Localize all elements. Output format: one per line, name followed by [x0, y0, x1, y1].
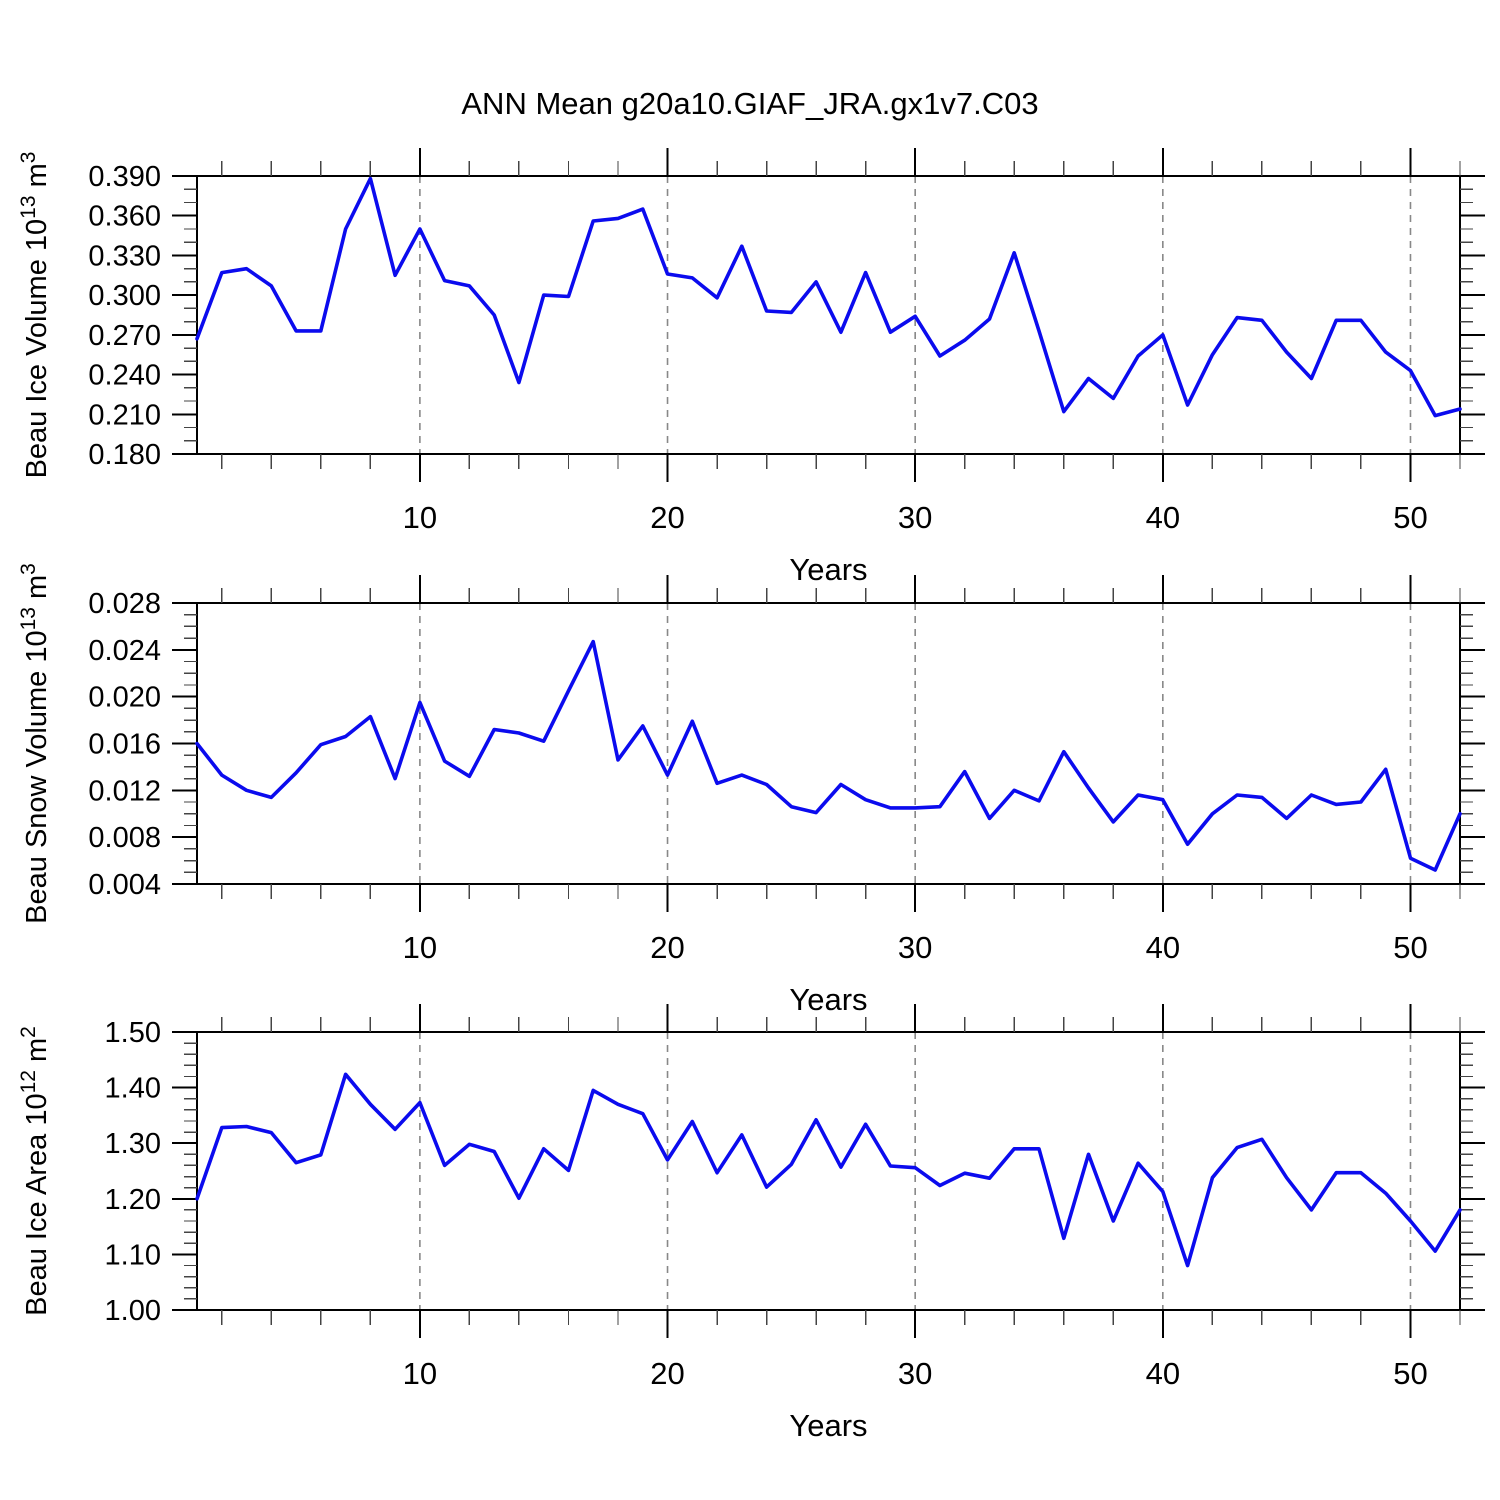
y-tick-label: 0.008 — [88, 822, 161, 854]
x-axis-title: Years — [789, 982, 867, 1017]
y-tick-label: 0.028 — [88, 588, 161, 620]
y-tick-label: 0.240 — [88, 360, 161, 392]
x-tick-label: 40 — [1146, 930, 1180, 965]
y-axis-title: Beau Ice Area 1012 m2 — [17, 1026, 53, 1316]
x-tick-label: 20 — [650, 930, 684, 965]
y-tick-label: 0.330 — [88, 240, 161, 272]
y-tick-label: 1.10 — [105, 1239, 161, 1271]
x-tick-label: 20 — [650, 500, 684, 535]
y-axis-title: Beau Snow Volume 1013 m3 — [17, 563, 53, 924]
data-line — [195, 176, 1462, 418]
y-tick-label: 1.50 — [105, 1017, 161, 1049]
y-tick-label: 1.20 — [105, 1184, 161, 1216]
y-tick-label: 1.00 — [105, 1295, 161, 1327]
y-tick-label: 0.020 — [88, 682, 161, 714]
y-tick-label: 0.390 — [88, 161, 161, 193]
x-tick-label: 40 — [1146, 500, 1180, 535]
plot-border — [196, 175, 1461, 455]
chart-title: ANN Mean g20a10.GIAF_JRA.gx1v7.C03 — [461, 86, 1039, 121]
y-tick-label: 0.004 — [88, 869, 161, 901]
y-tick-label: 1.30 — [105, 1128, 161, 1160]
x-tick-label: 20 — [650, 1356, 684, 1391]
panel-ice-volume: 0.390 0.360 0.330 0.300 0.270 0.240 0.210 0.180… — [17, 148, 1485, 587]
x-tick-label: 10 — [403, 500, 437, 535]
data-line — [195, 1072, 1462, 1268]
y-tick-label: 0.024 — [88, 635, 161, 667]
x-axis-title: Years — [789, 552, 867, 587]
x-tick-label: 50 — [1393, 1356, 1427, 1391]
y-tick-label: 0.270 — [88, 320, 161, 352]
y-tick-label: 0.210 — [88, 399, 161, 431]
x-tick-label: 50 — [1393, 500, 1427, 535]
x-tick-label: 30 — [898, 930, 932, 965]
y-axis-title: Beau Ice Volume 1013 m3 — [17, 152, 53, 479]
y-tick-label: 0.360 — [88, 201, 161, 233]
panel-snow-volume: 0.028 0.024 0.020 0.016 0.012 0.008 0.004 10 20 3… — [17, 563, 1485, 1017]
y-tick-label: 1.40 — [105, 1073, 161, 1105]
y-tick-label: 0.012 — [88, 775, 161, 807]
x-tick-label: 10 — [403, 1356, 437, 1391]
x-tick-label: 30 — [898, 1356, 932, 1391]
x-tick-label: 40 — [1146, 1356, 1180, 1391]
y-tick-label: 0.180 — [88, 439, 161, 471]
x-axis-title: Years — [789, 1408, 867, 1443]
x-tick-label: 50 — [1393, 930, 1427, 965]
x-tick-label: 10 — [403, 930, 437, 965]
panel-ice-area: 1.50 1.40 1.30 1.20 1.10 1.00 10 20 30 40 50 Years B… — [17, 1004, 1485, 1443]
plot-border — [196, 602, 1461, 885]
y-tick-label: 0.300 — [88, 280, 161, 312]
data-line — [195, 639, 1462, 872]
plot-border — [196, 1031, 1461, 1311]
y-tick-label: 0.016 — [88, 729, 161, 761]
x-tick-label: 30 — [898, 500, 932, 535]
